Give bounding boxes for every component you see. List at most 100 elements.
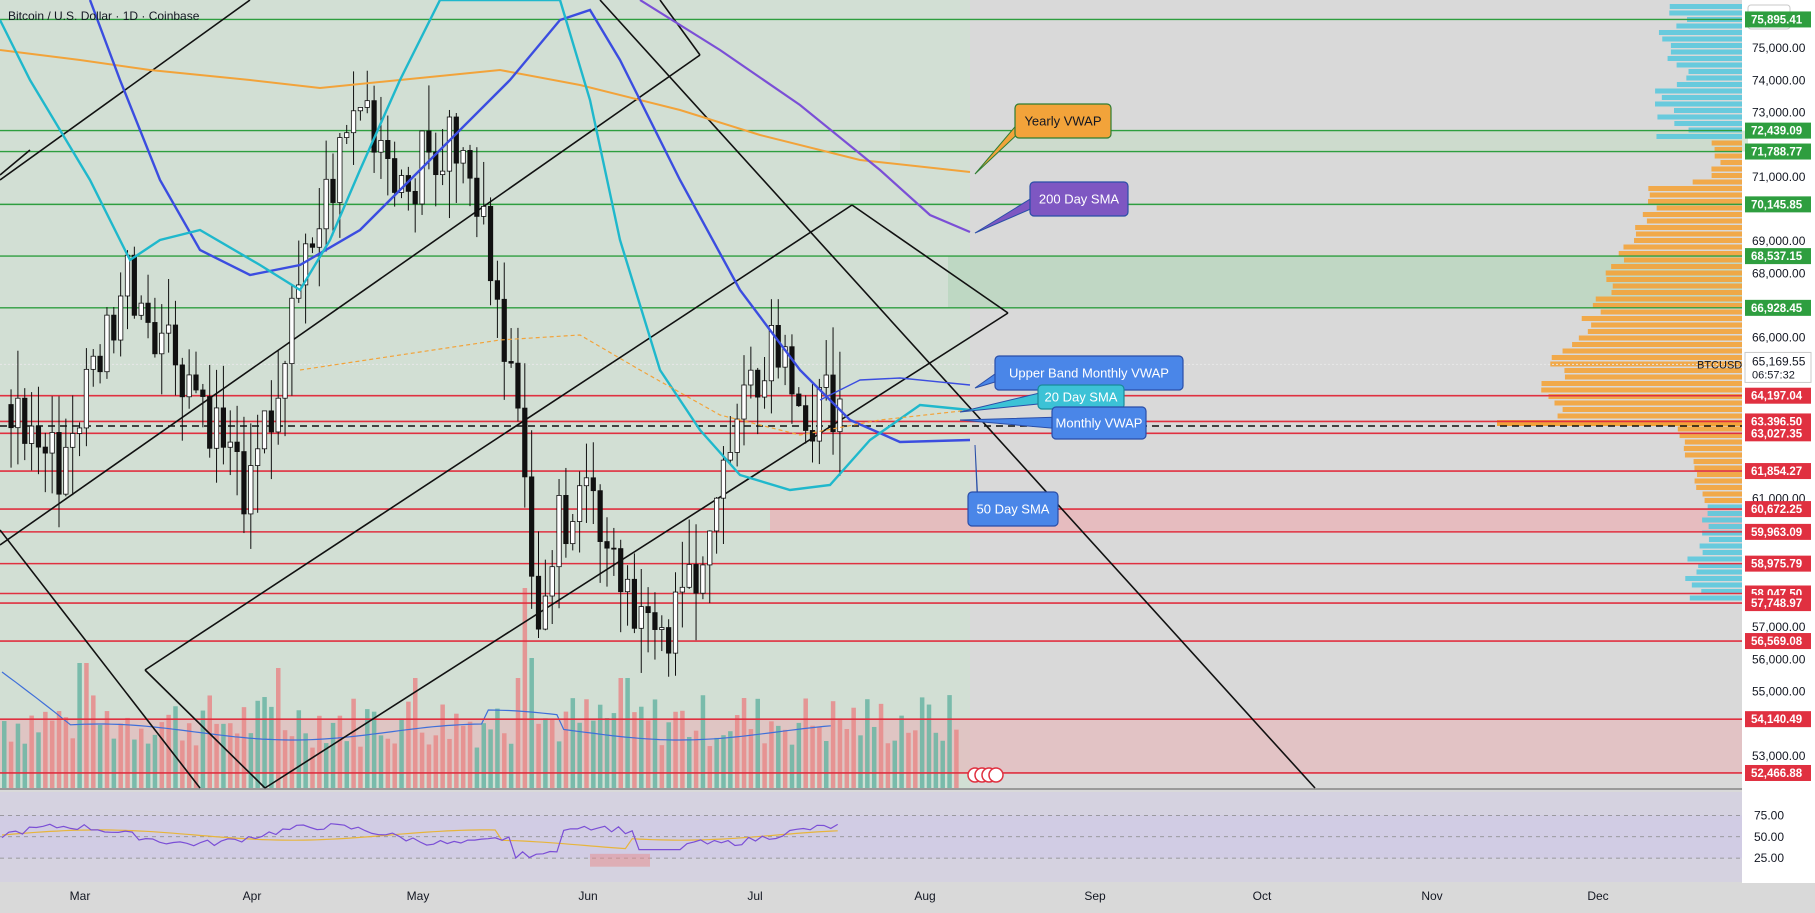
candle-body bbox=[131, 254, 137, 316]
candle-body bbox=[494, 280, 501, 300]
candle-body bbox=[487, 205, 494, 282]
candle-body bbox=[590, 477, 596, 492]
level-badge-text: 57,748.97 bbox=[1751, 598, 1802, 610]
profile-bar bbox=[1592, 303, 1742, 308]
volume-bar bbox=[645, 720, 651, 788]
price-tick-label: 68,000.00 bbox=[1752, 266, 1806, 280]
profile-bar bbox=[1714, 147, 1742, 152]
profile-bar bbox=[1696, 569, 1742, 575]
candle-body bbox=[213, 407, 220, 449]
profile-bar bbox=[1550, 361, 1742, 367]
profile-bar bbox=[1670, 49, 1742, 55]
green-band bbox=[900, 130, 1748, 152]
profile-bar bbox=[1694, 478, 1742, 484]
volume-bar bbox=[906, 732, 911, 788]
profile-bar bbox=[1676, 23, 1742, 29]
profile-bar bbox=[1688, 69, 1742, 74]
volume-bar bbox=[104, 711, 110, 788]
volume-bar bbox=[358, 746, 363, 788]
sma-50-line bbox=[88, 0, 971, 444]
volume-bar bbox=[426, 744, 432, 788]
candle-body bbox=[385, 140, 391, 159]
level-badge-text: 60,672.25 bbox=[1751, 504, 1803, 516]
volume-bar bbox=[241, 707, 247, 788]
price-tick-label: 71,000.00 bbox=[1752, 170, 1806, 184]
volume-bar bbox=[43, 711, 48, 788]
trend-line bbox=[659, 0, 701, 56]
volume-bar bbox=[851, 707, 856, 788]
profile-bar bbox=[1714, 153, 1742, 159]
level-badge-text: 64,197.04 bbox=[1751, 391, 1803, 403]
month-label: Jun bbox=[578, 889, 597, 903]
rsi-oversold bbox=[590, 853, 650, 867]
profile-bar bbox=[1562, 348, 1742, 354]
candle-body bbox=[570, 521, 576, 545]
volume-bar bbox=[481, 723, 486, 788]
trend-line bbox=[0, 54, 701, 546]
candle-body bbox=[179, 364, 185, 398]
volume-bar bbox=[666, 722, 671, 788]
rsi-ma bbox=[1, 829, 838, 850]
candle-body bbox=[446, 116, 453, 172]
profile-bar bbox=[1655, 101, 1742, 107]
candle-body bbox=[474, 177, 480, 217]
volume-bar bbox=[152, 734, 158, 788]
candle-body bbox=[412, 190, 418, 205]
level-badge bbox=[1745, 248, 1811, 265]
candle-body bbox=[597, 490, 603, 542]
trend-line bbox=[851, 204, 1009, 314]
candle-body bbox=[529, 476, 535, 577]
profile-bar bbox=[1648, 199, 1742, 204]
volume-bar bbox=[365, 709, 370, 788]
profile-bar bbox=[1618, 251, 1742, 256]
level-badge-text: 54,140.49 bbox=[1751, 714, 1802, 726]
trend-line bbox=[599, 0, 1316, 789]
level-badge bbox=[1745, 463, 1811, 480]
upper-band-line bbox=[819, 377, 971, 401]
month-label: May bbox=[407, 889, 430, 903]
profile-bar bbox=[1687, 556, 1742, 562]
volume-bar bbox=[502, 733, 507, 788]
candle-body bbox=[42, 446, 48, 454]
profile-bar bbox=[1707, 511, 1742, 516]
volume-bar bbox=[132, 739, 137, 788]
poc-bar bbox=[1497, 420, 1742, 426]
time-axis: Mar Apr May Jun Jul Aug Sep Oct Nov Dec bbox=[0, 883, 1815, 913]
candle-body bbox=[460, 150, 466, 164]
profile-bar bbox=[1702, 491, 1742, 497]
volume-bar bbox=[570, 698, 576, 788]
level-badge-text: 71,788.77 bbox=[1751, 147, 1802, 159]
candle-body bbox=[350, 110, 357, 134]
candle-body bbox=[734, 418, 740, 453]
countdown: 06:57:32 bbox=[1752, 369, 1795, 381]
level-badge-text: 52,466.88 bbox=[1751, 768, 1803, 780]
candle-body bbox=[35, 425, 42, 448]
profile-bar bbox=[1701, 589, 1742, 594]
candle-body bbox=[426, 130, 432, 153]
volume-bar bbox=[159, 722, 165, 788]
candle-body bbox=[63, 446, 69, 495]
level-badge bbox=[1745, 595, 1811, 612]
profile-bar bbox=[1634, 238, 1742, 243]
candle-body bbox=[624, 578, 631, 593]
volume-bar bbox=[36, 732, 41, 788]
sma-200-line bbox=[639, 0, 971, 234]
level-badge-text: 59,963.09 bbox=[1751, 527, 1802, 539]
callout-label: Yearly VWAP bbox=[1024, 114, 1101, 129]
profile-bar bbox=[1711, 140, 1742, 146]
volume-bar bbox=[111, 738, 117, 788]
candle-body bbox=[618, 548, 624, 593]
volume-bar bbox=[440, 704, 445, 788]
profile-bar bbox=[1587, 329, 1742, 334]
candle-body bbox=[789, 346, 795, 395]
candle-body bbox=[645, 606, 651, 614]
volume-bar bbox=[310, 747, 315, 788]
level-badge bbox=[1745, 143, 1811, 160]
candle-body bbox=[371, 100, 377, 153]
volume-bar bbox=[276, 668, 281, 788]
profile-bar bbox=[1684, 439, 1742, 445]
profile-bar bbox=[1591, 322, 1742, 328]
candle-body bbox=[145, 302, 151, 323]
volume-bar bbox=[625, 678, 630, 788]
